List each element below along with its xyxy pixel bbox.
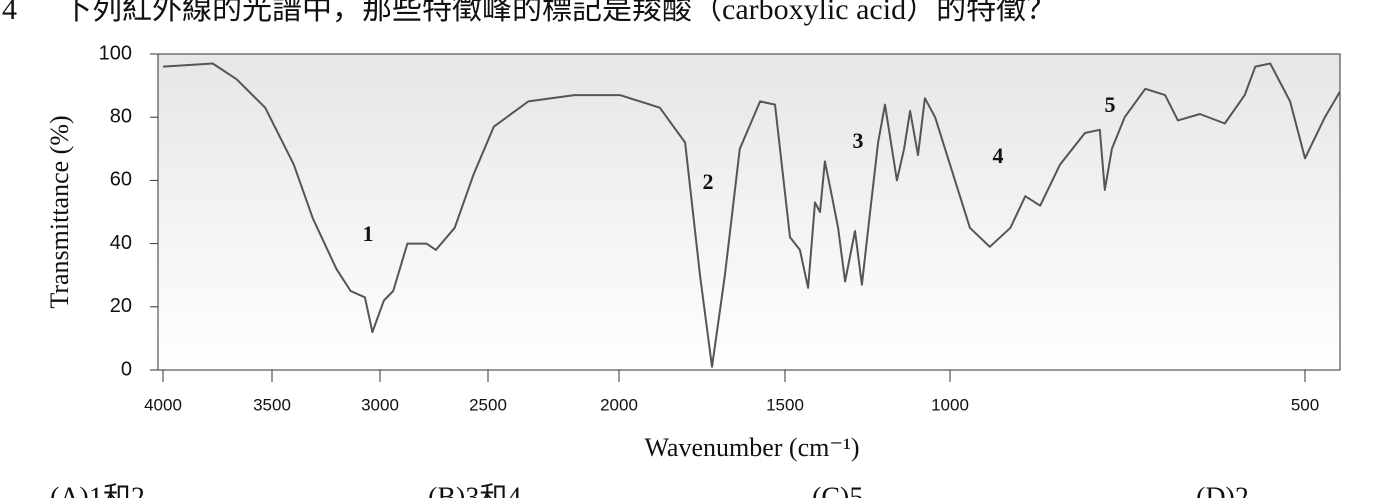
y-tick-label: 60 [110, 169, 132, 191]
plot-area [157, 53, 1341, 371]
peak-label: 4 [993, 143, 1004, 168]
x-tick-label: 3500 [253, 395, 291, 414]
y-tick-label: 0 [121, 358, 132, 380]
option: (D)2 [1196, 482, 1249, 498]
y-tick-label: 40 [110, 232, 132, 254]
peak-label: 1 [363, 221, 374, 246]
option: (A)1和2 [50, 481, 145, 498]
y-axis-label: Transmittance (%) [45, 115, 74, 308]
x-tick-label: 500 [1291, 395, 1319, 414]
x-tick-label: 1000 [931, 395, 969, 414]
spectrum-line [162, 62, 1341, 368]
x-axis-label: Wavenumber (cm⁻¹) [644, 433, 859, 462]
peak-label: 3 [853, 128, 864, 153]
x-tick-label: 3000 [361, 395, 399, 414]
x-tick-label: 1500 [766, 395, 804, 414]
x-tick-label: 2000 [600, 395, 638, 414]
y-tick-label: 20 [110, 295, 132, 317]
question-number: 4 [2, 0, 17, 26]
option: (C)5 [812, 482, 863, 498]
peak-label: 2 [703, 169, 714, 194]
x-tick-label: 4000 [144, 395, 182, 414]
y-tick-label: 100 [99, 42, 132, 64]
x-tick-label: 2500 [469, 395, 507, 414]
option: (B)3和4 [428, 481, 521, 498]
y-tick-label: 80 [110, 105, 132, 127]
question-text: 下列紅外線的光譜中，那些特徵峰的標記是羧酸（carboxylic acid）的特… [62, 0, 1056, 26]
peak-label: 5 [1105, 92, 1116, 117]
